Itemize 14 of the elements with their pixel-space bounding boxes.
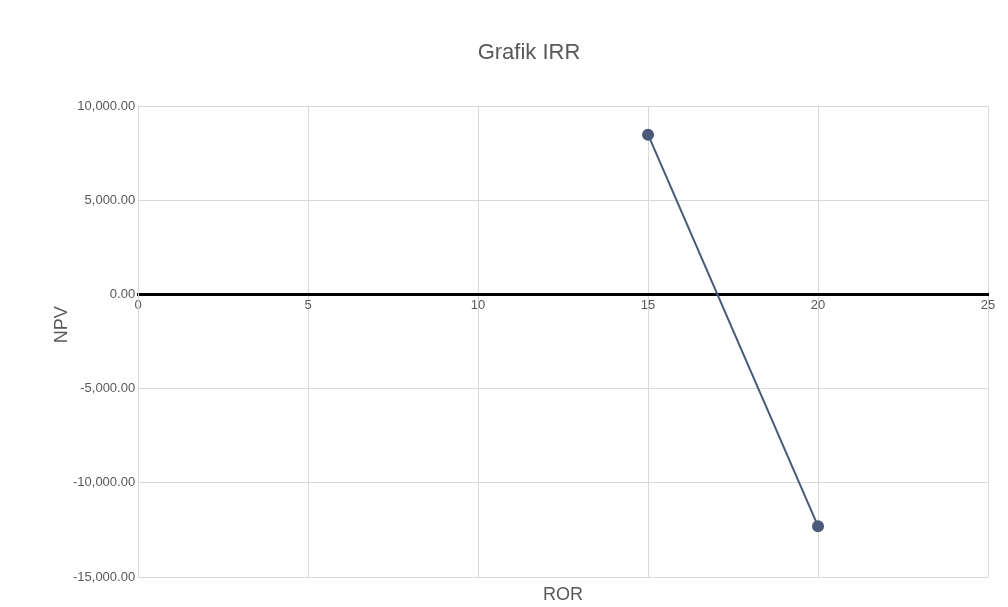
y-tick-label: -10,000.00: [72, 474, 136, 490]
y-tick-label: 5,000.00: [84, 192, 136, 208]
y-tick-label: -5,000.00: [80, 380, 136, 396]
y-tick-label: 10,000.00: [77, 97, 136, 113]
y-tick-label: -15,000.00: [72, 568, 136, 584]
x-axis-title: ROR: [543, 583, 584, 604]
x-tick-label: 25: [980, 297, 996, 313]
y-axis-title: NPV: [50, 306, 71, 344]
chart-title: Grafik IRR: [477, 39, 581, 65]
x-tick-label: 10: [470, 297, 486, 313]
y-tick-label: 0.00: [109, 286, 136, 302]
x-tick-label: 20: [810, 297, 826, 313]
x-tick-label: 15: [640, 297, 656, 313]
x-tick-label: 5: [304, 297, 312, 313]
